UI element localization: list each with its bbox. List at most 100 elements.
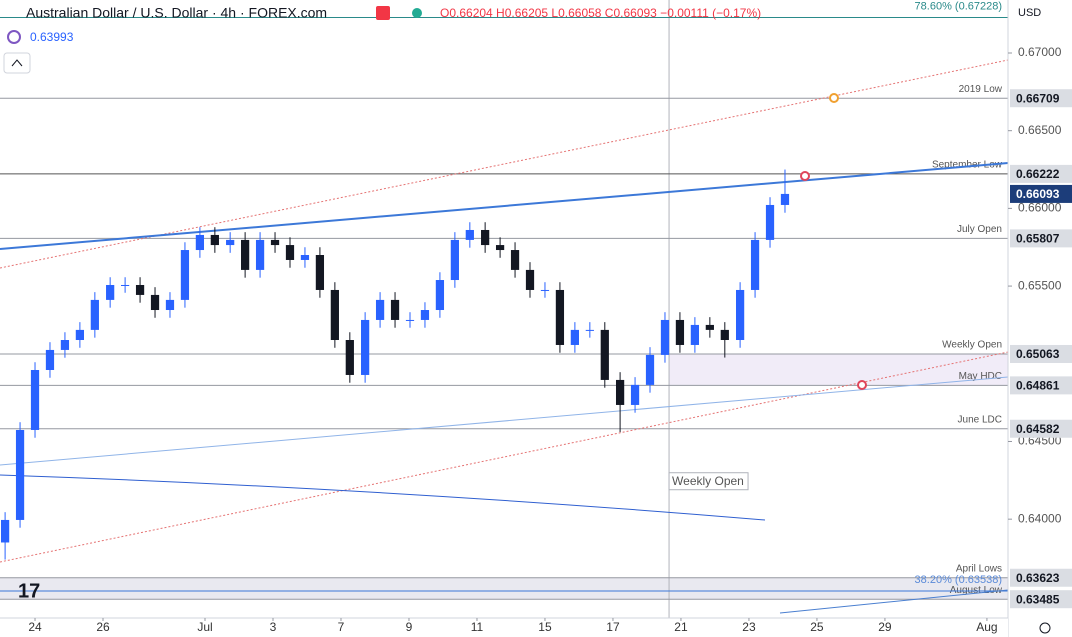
price-tag-label: 0.65807: [1016, 232, 1060, 246]
price-tag-label: 0.63623: [1016, 571, 1060, 585]
resistance-trendline: [0, 162, 1009, 250]
candle-body: [435, 280, 445, 311]
x-tick-label: 11: [471, 620, 484, 634]
level-name: July Open: [957, 224, 1002, 235]
candle-body: [285, 245, 295, 260]
flag-icon: [376, 6, 390, 20]
candle-body: [150, 294, 160, 311]
candle-body: [390, 299, 400, 320]
candle-body: [210, 234, 219, 246]
price-tag: [1010, 164, 1072, 183]
price-tag-label: 0.64582: [1016, 422, 1060, 436]
price-tag: [1010, 568, 1072, 587]
x-tick-label: 9: [406, 620, 413, 634]
candle-body: [195, 234, 205, 251]
candle-body: [135, 284, 145, 295]
candle-body: [120, 284, 130, 286]
y-tick-label: 0.65500: [1018, 278, 1062, 292]
x-tick-label: 3: [270, 620, 277, 634]
x-tick-label: 21: [674, 620, 688, 634]
levels-layer: 2019 Low September Low July Open Weekly Ope…: [0, 0, 1008, 618]
fib-label: 38.20% (0.63538): [915, 574, 1002, 586]
level-name: May HDC: [959, 371, 1002, 382]
x-tick-label: 29: [878, 620, 892, 634]
candle-body: [690, 324, 700, 345]
fib-label: 78.60% (0.67228): [915, 0, 1002, 12]
x-tick-label: 17: [606, 620, 620, 634]
chart-title: Australian Dollar / U.S. Dollar · 4h · F…: [26, 5, 327, 21]
candle-body: [75, 329, 85, 341]
x-tick-label: Aug: [976, 620, 997, 634]
candle-body: [510, 250, 520, 270]
target-marker: [829, 93, 839, 103]
y-tick-label: 0.67000: [1018, 45, 1062, 59]
level-name: 2019 Low: [959, 84, 1003, 95]
candle-body: [420, 310, 430, 320]
candle-body: [345, 340, 354, 375]
y-tick-label: 0.66000: [1018, 201, 1062, 215]
currency: USD: [1018, 7, 1041, 19]
price-tag: [1010, 229, 1072, 248]
price-tag-label: 0.66093: [1016, 187, 1060, 201]
candle-body: [90, 299, 99, 330]
candle-body: [361, 319, 370, 375]
candle-body: [226, 239, 235, 246]
candle-body: [585, 329, 594, 331]
candle-body: [405, 319, 415, 321]
candle-body: [600, 329, 609, 380]
candle-body: [555, 289, 565, 345]
candle-body: [630, 384, 640, 405]
candle-body: [495, 245, 505, 251]
candle-body: [60, 340, 70, 350]
candle-body: [660, 319, 670, 355]
price-tag: [1010, 184, 1072, 203]
moving-average: [0, 474, 766, 521]
indicator-value: 0.63993: [30, 30, 74, 44]
price-tag: [1010, 89, 1072, 108]
candle-body: [465, 229, 474, 240]
logo: 17: [18, 580, 40, 602]
candle-body: [780, 193, 790, 205]
price-tag-label: 0.66709: [1016, 91, 1060, 105]
x-tick-label: 25: [810, 620, 824, 634]
candle-body: [735, 289, 745, 341]
header: Australian Dollar / U.S. Dollar · 4h · F…: [3, 5, 761, 602]
candle-body: [540, 289, 550, 291]
candle-body: [675, 319, 685, 345]
candle-body: [15, 429, 25, 520]
level-name: June LDC: [958, 414, 1002, 425]
candle-body: [615, 379, 625, 405]
level-name: August Low: [950, 585, 1003, 596]
candle-body: [765, 204, 775, 240]
y-tick-label: 0.64000: [1018, 511, 1062, 525]
candle-body: [45, 349, 55, 370]
candle-body: [330, 289, 339, 341]
y-tick-label: 0.66500: [1018, 123, 1062, 137]
candle-body: [450, 239, 459, 281]
settings-icon: [1039, 622, 1051, 634]
x-tick-label: 24: [28, 620, 42, 634]
candle-body: [720, 329, 729, 341]
level-name: Weekly Open: [942, 340, 1002, 351]
candle-body: [645, 354, 655, 385]
candle-body: [315, 255, 325, 290]
level-name: September Low: [932, 160, 1003, 171]
candle-body: [375, 299, 385, 320]
collapse-button[interactable]: [3, 52, 31, 74]
candle-body: [270, 239, 280, 246]
weekly-open-box: [668, 472, 749, 491]
candle-body: [300, 255, 310, 260]
price-tag: [1010, 419, 1072, 438]
collapse-icon: [11, 59, 23, 67]
level-name: April Lows: [956, 563, 1002, 574]
price-tag-label: 0.64861: [1016, 379, 1060, 393]
candle-body: [106, 284, 115, 300]
support-zone: [0, 577, 1008, 600]
price-tag-label: 0.66222: [1016, 167, 1060, 181]
status-icon: [412, 8, 422, 18]
x-tick-label: 7: [338, 620, 345, 634]
trendlines: [0, 59, 1009, 614]
